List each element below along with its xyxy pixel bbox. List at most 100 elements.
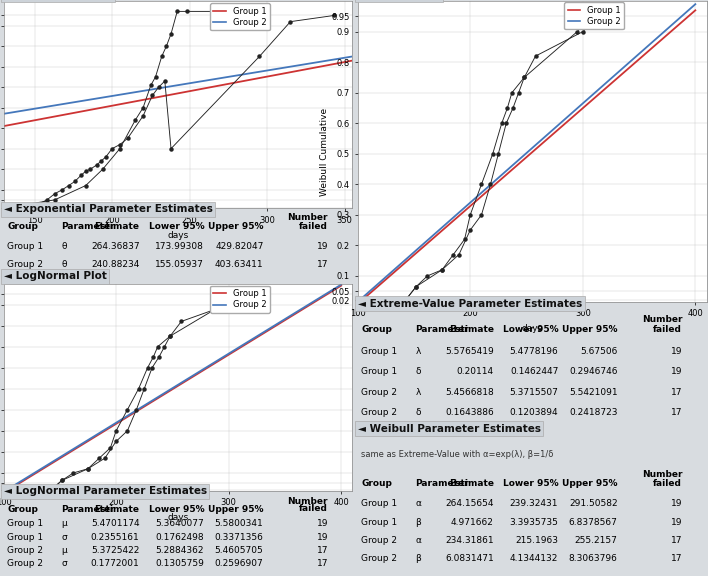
- Text: α: α: [416, 536, 421, 545]
- Text: Group 2: Group 2: [361, 536, 397, 545]
- Text: Group: Group: [7, 222, 38, 231]
- Text: ◄ Extreme-Value Parameter Estimates: ◄ Extreme-Value Parameter Estimates: [358, 299, 582, 309]
- Text: 8.3063796: 8.3063796: [569, 554, 617, 563]
- Text: Group 2: Group 2: [7, 260, 43, 270]
- Text: 3.3935735: 3.3935735: [510, 518, 559, 526]
- Text: Number: Number: [287, 497, 328, 506]
- Text: Lower 95%: Lower 95%: [149, 222, 204, 231]
- Text: 0.3371356: 0.3371356: [215, 533, 263, 541]
- Text: Lower 95%: Lower 95%: [503, 324, 559, 334]
- Text: δ: δ: [416, 408, 421, 417]
- Text: Group 1: Group 1: [361, 518, 397, 526]
- Text: 17: 17: [316, 260, 328, 270]
- Text: Lower 95%: Lower 95%: [149, 505, 204, 514]
- Text: 19: 19: [670, 518, 683, 526]
- Text: 0.1462447: 0.1462447: [510, 367, 559, 376]
- Text: θ: θ: [61, 242, 67, 251]
- Text: 173.99308: 173.99308: [155, 242, 204, 251]
- Text: Group: Group: [361, 324, 392, 334]
- Text: μ: μ: [61, 520, 67, 528]
- Text: 215.1963: 215.1963: [515, 536, 559, 545]
- Text: ◄ Weibull Parameter Estimates: ◄ Weibull Parameter Estimates: [358, 424, 541, 434]
- Text: Upper 95%: Upper 95%: [562, 324, 617, 334]
- Text: Group 2: Group 2: [361, 388, 397, 397]
- Text: Number: Number: [641, 315, 683, 324]
- Text: Group 1: Group 1: [7, 520, 43, 528]
- Text: 19: 19: [316, 520, 328, 528]
- X-axis label: days: days: [167, 230, 188, 240]
- Text: σ: σ: [61, 533, 67, 541]
- Text: 5.5800341: 5.5800341: [215, 520, 263, 528]
- Text: 234.31861: 234.31861: [445, 536, 493, 545]
- Text: same as Extreme-Value with α=exp(λ), β=1/δ: same as Extreme-Value with α=exp(λ), β=1…: [361, 450, 554, 459]
- Text: 17: 17: [670, 554, 683, 563]
- Text: 5.4566818: 5.4566818: [445, 388, 493, 397]
- Text: 240.88234: 240.88234: [91, 260, 139, 270]
- Text: 19: 19: [316, 533, 328, 541]
- X-axis label: days: days: [167, 513, 188, 522]
- Text: Estimate: Estimate: [95, 222, 139, 231]
- Legend: Group 1, Group 2: Group 1, Group 2: [564, 2, 624, 29]
- Text: 403.63411: 403.63411: [215, 260, 263, 270]
- Text: Upper 95%: Upper 95%: [562, 479, 617, 488]
- Text: 155.05937: 155.05937: [155, 260, 204, 270]
- Text: 291.50582: 291.50582: [569, 499, 617, 509]
- Text: 19: 19: [670, 367, 683, 376]
- Text: Parameter: Parameter: [416, 324, 469, 334]
- Text: 6.0831471: 6.0831471: [445, 554, 493, 563]
- Text: Estimate: Estimate: [95, 505, 139, 514]
- Text: 255.2157: 255.2157: [575, 536, 617, 545]
- Text: 0.2946746: 0.2946746: [569, 367, 617, 376]
- Text: 4.1344132: 4.1344132: [510, 554, 559, 563]
- Text: 0.1762498: 0.1762498: [156, 533, 204, 541]
- Text: Parameter: Parameter: [61, 222, 115, 231]
- Text: 17: 17: [670, 388, 683, 397]
- Text: Estimate: Estimate: [449, 479, 493, 488]
- Text: 17: 17: [316, 559, 328, 568]
- Legend: Group 1, Group 2: Group 1, Group 2: [210, 286, 270, 313]
- Text: Estimate: Estimate: [449, 324, 493, 334]
- Text: 17: 17: [316, 546, 328, 555]
- Text: 0.1203894: 0.1203894: [510, 408, 559, 417]
- Text: Group: Group: [7, 505, 38, 514]
- Text: Group 2: Group 2: [361, 408, 397, 417]
- Text: μ: μ: [61, 546, 67, 555]
- Text: Parameter: Parameter: [416, 479, 469, 488]
- Text: 5.3640077: 5.3640077: [156, 520, 204, 528]
- Text: 5.4605705: 5.4605705: [215, 546, 263, 555]
- Y-axis label: Weibull Cumulative: Weibull Cumulative: [320, 108, 329, 196]
- Text: 17: 17: [670, 536, 683, 545]
- Text: Group 2: Group 2: [7, 559, 43, 568]
- Text: 429.82047: 429.82047: [215, 242, 263, 251]
- Text: 0.20114: 0.20114: [457, 367, 493, 376]
- Text: λ: λ: [416, 388, 421, 397]
- Text: λ: λ: [416, 347, 421, 356]
- Text: Lower 95%: Lower 95%: [503, 479, 559, 488]
- Text: 0.2355161: 0.2355161: [91, 533, 139, 541]
- Text: δ: δ: [416, 367, 421, 376]
- Text: 5.5765419: 5.5765419: [445, 347, 493, 356]
- Text: Group 2: Group 2: [7, 546, 43, 555]
- Text: β: β: [416, 518, 421, 526]
- Text: 5.5421091: 5.5421091: [569, 388, 617, 397]
- Text: Parameter: Parameter: [61, 505, 115, 514]
- Text: 0.1772001: 0.1772001: [91, 559, 139, 568]
- Text: 5.3725422: 5.3725422: [91, 546, 139, 555]
- Text: failed: failed: [299, 504, 328, 513]
- Text: ◄ LogNormal Plot: ◄ LogNormal Plot: [4, 271, 106, 281]
- Text: ◄ LogNormal Parameter Estimates: ◄ LogNormal Parameter Estimates: [4, 486, 207, 496]
- Text: Number: Number: [287, 213, 328, 222]
- Text: 0.2596907: 0.2596907: [215, 559, 263, 568]
- Text: Group 1: Group 1: [7, 242, 43, 251]
- Text: failed: failed: [653, 325, 683, 334]
- Text: ◄ Exponential Parameter Estimates: ◄ Exponential Parameter Estimates: [4, 204, 212, 214]
- Legend: Group 1, Group 2: Group 1, Group 2: [210, 3, 270, 31]
- Text: 264.36837: 264.36837: [91, 242, 139, 251]
- Text: 239.32431: 239.32431: [510, 499, 559, 509]
- Text: 5.3715507: 5.3715507: [510, 388, 559, 397]
- Text: α: α: [416, 499, 421, 509]
- Text: 19: 19: [316, 242, 328, 251]
- Text: Number: Number: [641, 470, 683, 479]
- Text: 0.2418723: 0.2418723: [569, 408, 617, 417]
- X-axis label: days: days: [522, 324, 543, 333]
